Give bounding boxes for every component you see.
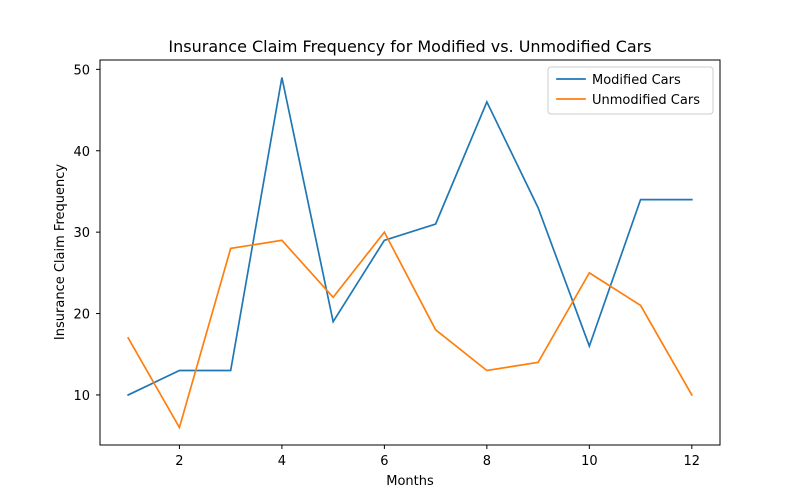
x-tick-label: 10 (581, 454, 598, 469)
plot-frame (99, 59, 721, 446)
x-axis-label: Months (386, 474, 434, 489)
x-tick-label: 2 (175, 454, 183, 469)
legend-box (547, 66, 714, 115)
x-axis: 2 4 6 8 10 12 (175, 445, 700, 469)
x-tick-label: 8 (483, 454, 491, 469)
series-line-modified-cars (127, 77, 693, 397)
y-tick-label: 50 (73, 63, 90, 78)
chart-title: Insurance Claim Frequency for Modified v… (168, 37, 651, 56)
y-tick-label: 20 (73, 308, 90, 323)
x-tick-label: 12 (684, 454, 701, 469)
legend-label-unmodified-cars: Unmodified Cars (592, 93, 700, 108)
series-line-unmodified-cars (127, 230, 693, 430)
y-axis: 10 20 30 40 50 (73, 63, 100, 404)
legend: Modified Cars Unmodified Cars (547, 66, 714, 115)
x-tick-label: 6 (380, 454, 388, 469)
legend-label-modified-cars: Modified Cars (592, 73, 681, 88)
plot-lines (127, 77, 693, 430)
y-tick-label: 30 (73, 226, 90, 241)
y-tick-label: 40 (73, 145, 90, 160)
y-tick-label: 10 (73, 389, 90, 404)
y-axis-label: Insurance Claim Frequency (53, 164, 68, 340)
x-tick-label: 4 (278, 454, 286, 469)
